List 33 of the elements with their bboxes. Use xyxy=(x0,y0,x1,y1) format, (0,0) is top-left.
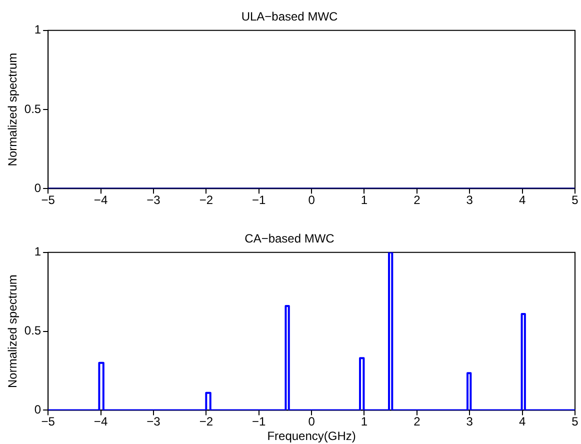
x-tick-label: −2 xyxy=(199,414,214,429)
x-tick-label: −1 xyxy=(252,193,266,208)
x-tick-label: 5 xyxy=(572,414,579,429)
x-tick-label: 2 xyxy=(414,193,421,208)
x-tick-label: −4 xyxy=(94,414,108,429)
y-tick-label: 0 xyxy=(34,402,42,417)
x-tick-label: −2 xyxy=(199,193,214,208)
chart-title: ULA−based MWC xyxy=(241,10,338,24)
y-tick-label: 0 xyxy=(34,180,42,195)
x-tick-label: 4 xyxy=(518,193,526,208)
y-axis-title: Normalized spectrum xyxy=(6,274,20,388)
x-tick-label: 5 xyxy=(572,193,579,208)
x-tick-label: −5 xyxy=(41,193,56,208)
x-tick-label: 2 xyxy=(414,414,421,429)
x-tick-label: −1 xyxy=(252,414,266,429)
x-tick-label: 0 xyxy=(308,193,316,208)
y-tick-label: 0.5 xyxy=(24,324,42,338)
x-axis-title: Frequency(GHz) xyxy=(267,429,356,444)
x-tick-label: 1 xyxy=(360,414,368,429)
x-tick-label: 1 xyxy=(360,193,368,208)
chart-title: CA−based MWC xyxy=(244,232,335,246)
y-tick-label: 1 xyxy=(34,22,42,37)
x-tick-label: 4 xyxy=(518,414,526,429)
y-tick-label: 0.5 xyxy=(24,102,42,116)
y-tick-label: 1 xyxy=(34,244,42,259)
x-tick-label: −5 xyxy=(41,414,56,429)
x-tick-label: −3 xyxy=(146,193,161,208)
x-tick-label: −4 xyxy=(94,193,108,208)
x-tick-label: 3 xyxy=(466,193,474,208)
x-tick-label: 3 xyxy=(466,414,474,429)
x-tick-label: −3 xyxy=(146,414,161,429)
y-axis-title: Normalized spectrum xyxy=(6,52,20,166)
x-tick-label: 0 xyxy=(308,414,316,429)
